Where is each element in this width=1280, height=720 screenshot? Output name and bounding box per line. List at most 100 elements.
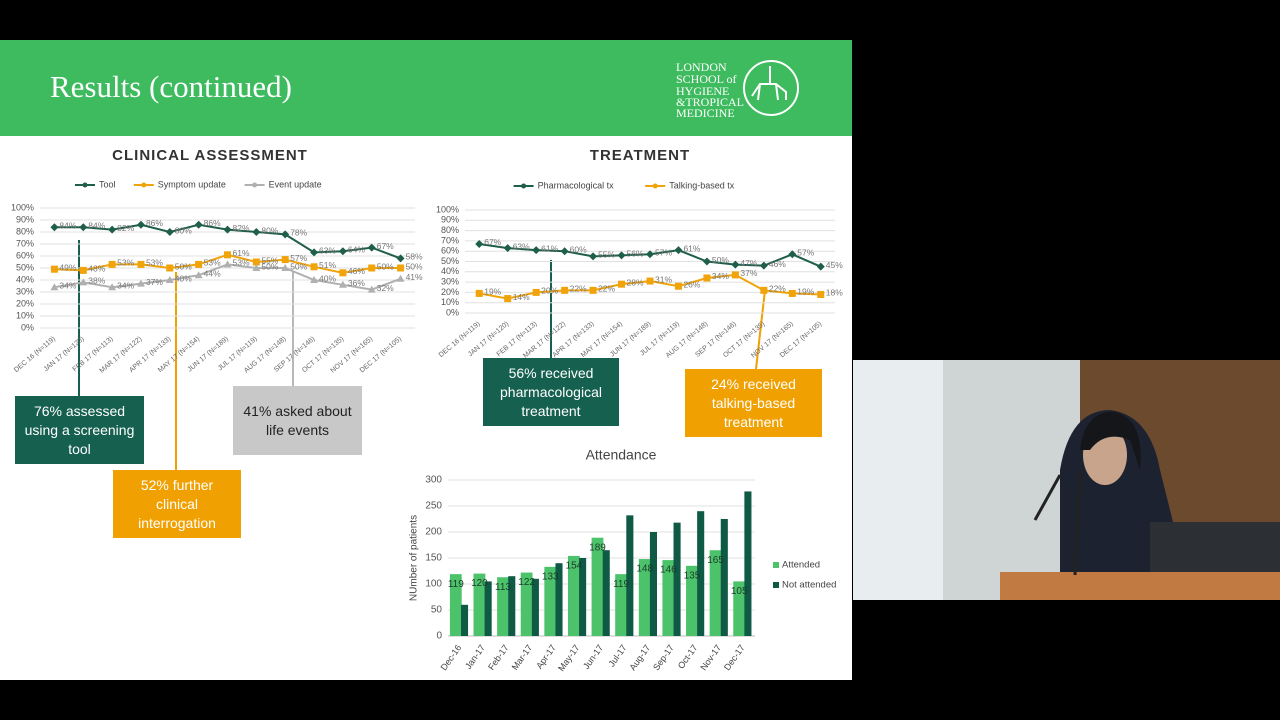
slide-title: Results (continued): [50, 69, 292, 104]
data-label: 36%: [348, 278, 365, 288]
bar: [579, 558, 587, 636]
data-label: 148: [636, 564, 653, 575]
logo-line: HYGIENE: [676, 84, 729, 98]
point: [646, 277, 654, 285]
legend-swatch: [773, 562, 779, 568]
y-tick-label: 70%: [441, 235, 459, 245]
bar: [673, 522, 681, 636]
data-label: 86%: [204, 218, 221, 228]
y-tick-label: 40%: [16, 274, 34, 284]
point: [532, 288, 540, 296]
data-label: 86%: [146, 218, 163, 228]
point: [223, 260, 232, 268]
point: [223, 225, 232, 234]
bar: [484, 581, 492, 636]
point: [310, 248, 319, 257]
bar: [555, 563, 563, 636]
chart-title: CLINICAL ASSESSMENT: [112, 147, 308, 164]
data-label: 61%: [683, 243, 700, 253]
data-label: 34%: [59, 280, 76, 290]
data-label: 26%: [683, 279, 700, 289]
data-label: 82%: [233, 223, 250, 233]
point: [310, 263, 318, 271]
y-tick-label: 60%: [16, 250, 34, 260]
data-label: 46%: [348, 266, 365, 276]
data-label: 57%: [290, 253, 307, 263]
data-label: 44%: [204, 268, 221, 278]
point: [165, 276, 174, 283]
data-label: 53%: [233, 258, 250, 268]
data-label: 22%: [570, 284, 587, 294]
y-tick-label: 90%: [441, 215, 459, 225]
speaker-hair: [1080, 411, 1141, 470]
bar: [733, 581, 746, 636]
data-label: 50%: [175, 261, 192, 271]
data-label: 49%: [59, 262, 76, 272]
point: [561, 286, 569, 294]
y-tick-label: 0%: [21, 322, 34, 332]
point: [194, 220, 203, 229]
data-label: 55%: [598, 250, 615, 260]
data-label: 63%: [319, 246, 336, 256]
data-label: 41%: [406, 272, 423, 282]
data-label: 40%: [175, 273, 192, 283]
slide-header: [0, 40, 852, 136]
y-tick-label: 90%: [16, 214, 34, 224]
legend-marker: [521, 183, 527, 189]
point: [50, 283, 59, 291]
y-tick-label: 40%: [441, 266, 459, 276]
point: [817, 290, 825, 298]
legend-label: Event update: [269, 179, 322, 189]
point: [731, 271, 739, 279]
point: [617, 251, 626, 260]
point: [702, 257, 711, 266]
logo: LONDON SCHOOL of HYGIENE &TROPICAL MEDIC…: [676, 60, 744, 120]
y-tick-label: 20%: [441, 287, 459, 297]
logo-line: LONDON: [676, 60, 727, 74]
y-tick-label: 50%: [16, 262, 34, 272]
bar: [497, 577, 509, 636]
bar: [567, 555, 580, 636]
data-label: 40%: [319, 273, 336, 283]
data-label: 57%: [797, 248, 814, 258]
data-label: 119: [448, 579, 464, 590]
point: [137, 260, 145, 268]
point: [504, 295, 512, 303]
legend-label: Not attended: [782, 580, 836, 591]
y-tick-label: 80%: [16, 226, 34, 236]
bar: [591, 537, 604, 636]
point: [618, 280, 626, 288]
data-label: 135: [684, 570, 701, 581]
data-label: 80%: [175, 225, 192, 235]
data-label: 67%: [377, 241, 394, 251]
point: [703, 274, 711, 282]
legend-label: Tool: [99, 179, 116, 189]
data-label: 165: [707, 555, 724, 566]
data-label: 37%: [740, 268, 757, 278]
chart-title: TREATMENT: [590, 147, 690, 164]
bar: [473, 573, 486, 636]
point: [368, 264, 376, 272]
legend-label: Pharmacological tx: [538, 180, 615, 190]
data-label: 105: [731, 586, 748, 597]
point: [367, 243, 376, 252]
data-label: 48%: [88, 264, 105, 274]
data-label: 58%: [406, 252, 423, 262]
data-label: 28%: [627, 277, 644, 287]
microphone: [1073, 469, 1082, 576]
legend-label: Symptom update: [158, 179, 226, 189]
y-tick-label: 100: [425, 579, 442, 590]
podium: [1000, 572, 1280, 600]
data-label: 80%: [261, 225, 278, 235]
y-tick-label: 0: [436, 631, 442, 642]
bar: [744, 491, 752, 636]
point: [475, 239, 484, 248]
point: [252, 228, 261, 236]
data-label: 50%: [712, 255, 729, 265]
data-label: 34%: [117, 280, 134, 290]
point: [252, 264, 261, 271]
data-label: 146: [660, 565, 677, 576]
point: [338, 280, 347, 288]
